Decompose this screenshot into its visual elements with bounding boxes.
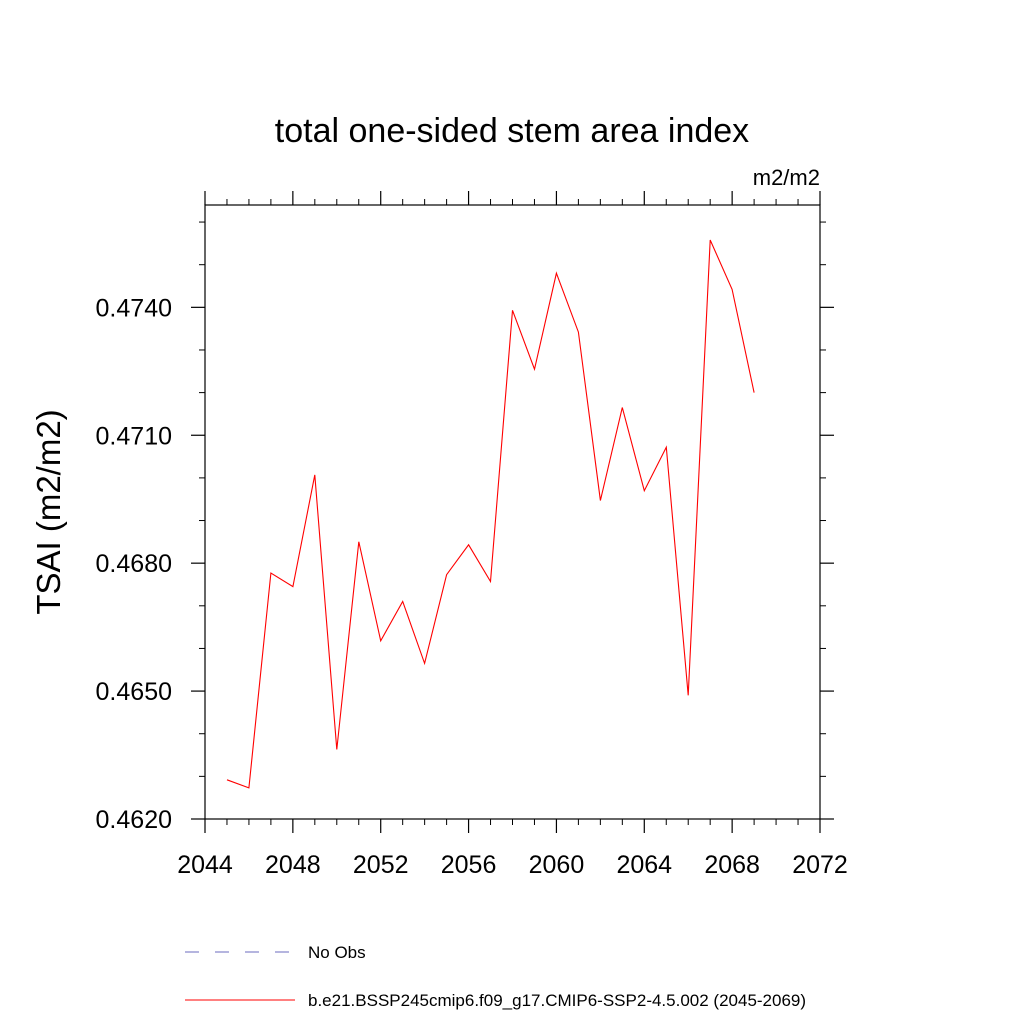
units-label: m2/m2 — [753, 165, 820, 190]
series-line — [226, 239, 755, 789]
legend: No Obs b.e21.BSSP245cmip6.f09_g17.CMIP6-S… — [185, 943, 806, 1010]
x-tick-label: 2072 — [792, 851, 848, 879]
y-tick-label: 0.4740 — [96, 294, 172, 322]
x-tick-label: 2060 — [529, 851, 585, 879]
legend-label: No Obs — [308, 943, 366, 962]
legend-label: b.e21.BSSP245cmip6.f09_g17.CMIP6-SSP2-4.… — [308, 991, 806, 1010]
chart-title: total one-sided stem area index — [275, 112, 749, 150]
x-tick-label: 2044 — [177, 851, 233, 879]
x-tick-label: 2068 — [704, 851, 760, 879]
y-tick-label: 0.4710 — [96, 422, 172, 450]
y-tick-label: 0.4620 — [96, 806, 172, 834]
y-tick-label: 0.4650 — [96, 678, 172, 706]
tick-labels: 2044 2048 2052 2056 2060 2064 2068 2072 0.4620 0.… — [96, 294, 848, 879]
x-tick-label: 2048 — [265, 851, 321, 879]
x-tick-label: 2056 — [441, 851, 497, 879]
plot-frame — [204, 204, 821, 820]
y-tick-label: 0.4680 — [96, 550, 172, 578]
series-layer — [226, 239, 755, 789]
x-tick-label: 2052 — [353, 851, 409, 879]
axis-ticks — [191, 191, 834, 833]
x-tick-label: 2064 — [616, 851, 672, 879]
y-axis-label: TSAI (m2/m2) — [30, 409, 67, 614]
